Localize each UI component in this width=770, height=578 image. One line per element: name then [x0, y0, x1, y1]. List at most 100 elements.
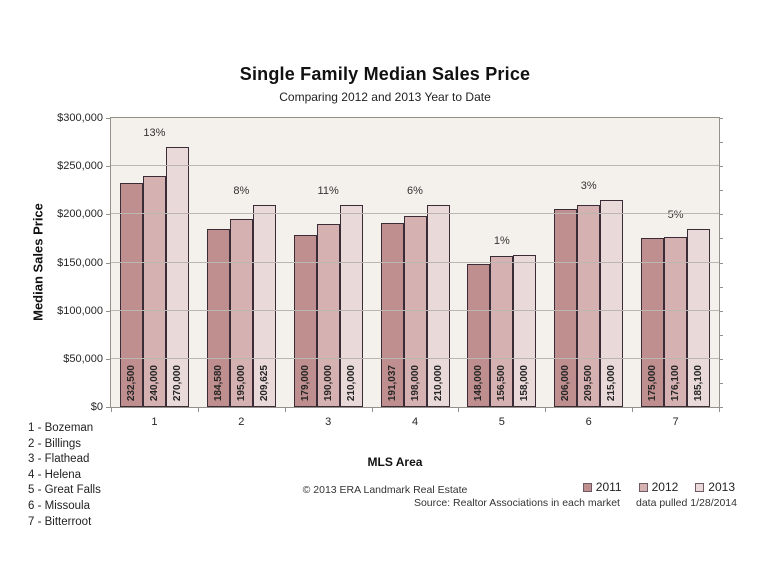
bar-2011-area-6: 206,000: [554, 208, 578, 407]
bar-value-text: 191,037: [386, 364, 398, 401]
data-pulled-text: data pulled 1/28/2014: [635, 497, 737, 509]
area-key-item: 5 - Great Falls: [28, 484, 101, 497]
bar-2012-area-5: 156,500: [490, 256, 514, 407]
bar-2013-area-2: 209,625: [252, 205, 276, 407]
bar-2011-area-1: 232,500: [119, 183, 143, 407]
bar-value-label: 158,000: [514, 365, 535, 401]
y-axis-minor-tick: [719, 142, 723, 144]
bar-2013-area-6: 215,000: [600, 199, 624, 407]
area-key-item: 1 - Bozeman: [28, 422, 94, 434]
legend-item-2012: 2012: [638, 480, 679, 494]
y-axis-tick: [106, 262, 111, 264]
pct-change-label: 6%: [407, 184, 423, 197]
y-axis-minor-tick: [719, 358, 723, 360]
x-axis-tick: [111, 407, 112, 412]
bar-group-2: 8% 184,580 195,000 209,625 2: [198, 118, 285, 428]
bar-2013-area-1: 270,000: [165, 146, 189, 407]
x-tick-label: 1: [151, 416, 158, 428]
bar-value-label: 206,000: [555, 365, 576, 401]
bar-value-text: 156,500: [496, 364, 508, 401]
y-tick-label: $200,000: [57, 208, 103, 221]
bar-value-text: 190,000: [322, 364, 334, 401]
copyright-text: © 2013 ERA Landmark Real Estate: [302, 484, 468, 496]
pct-change-label: 8%: [233, 185, 250, 198]
y-axis-minor-tick: [719, 382, 723, 384]
bar-value-label: 215,000: [601, 365, 622, 401]
bar-value-label: 209,500: [578, 365, 599, 401]
bar-value-label: 210,000: [341, 365, 362, 401]
legend-item-2011: 2011: [582, 480, 622, 494]
source-text: Source: Realtor Associations in each mar…: [413, 497, 620, 509]
legend-label-2013: 2013: [708, 480, 735, 494]
bar-value-label: 191,037: [382, 365, 403, 401]
bar-value-label: 240,000: [144, 365, 165, 401]
x-tick-label: 2: [238, 416, 245, 428]
x-tick-label: 7: [672, 416, 679, 428]
bar-value-text: 175,000: [647, 364, 659, 401]
area-key-item: 3 - Flathead: [28, 453, 90, 466]
x-axis-tick: [545, 407, 547, 412]
bar-value-text: 210,000: [432, 364, 444, 401]
y-axis-minor-tick: [719, 262, 723, 264]
area-key-item: 6 - Missoula: [28, 499, 90, 512]
y-axis-minor-tick: [719, 238, 723, 240]
bar-2012-area-3: 190,000: [316, 223, 340, 407]
y-axis-minor-tick: [719, 407, 723, 408]
bar-value-text: 198,000: [409, 364, 421, 401]
area-key-item: 4 - Helena: [28, 468, 82, 481]
bar-value-text: 240,000: [148, 364, 160, 401]
x-axis-tick: [284, 407, 286, 412]
y-tick-label: $100,000: [57, 304, 103, 317]
bar-value-text: 158,000: [519, 364, 531, 401]
y-axis-tick: [106, 118, 111, 119]
y-axis-tick: [106, 358, 111, 360]
bar-group-4: 6% 191,037 198,000 210,000 4: [372, 118, 459, 428]
pct-change-label: 11%: [317, 184, 339, 197]
y-axis-minor-tick: [719, 166, 723, 168]
bar-value-text: 184,580: [212, 364, 224, 401]
legend-swatch-2011: [582, 482, 592, 492]
bar-2012-area-6: 209,500: [577, 205, 601, 407]
y-axis-tick: [106, 214, 111, 216]
bar-value-label: 198,000: [405, 365, 426, 401]
chart-title: Single Family Median Sales Price: [239, 64, 531, 84]
bar-group-7: 5% 175,000 176,100 185,100 7: [632, 118, 719, 428]
gridline: [111, 213, 719, 215]
gridline: [111, 357, 719, 359]
gridline: [111, 165, 719, 167]
bar-value-label: 232,500: [121, 365, 142, 401]
bar-value-label: 190,000: [318, 365, 339, 401]
legend-label-2011: 2011: [595, 480, 622, 494]
bar-value-label: 195,000: [231, 365, 252, 401]
y-axis-minor-tick: [719, 190, 723, 192]
bar-2013-area-3: 210,000: [339, 204, 363, 407]
bar-value-label: 148,000: [468, 365, 489, 401]
bar-value-text: 179,000: [299, 364, 311, 401]
bar-value-text: 270,000: [171, 364, 183, 401]
bar-value-text: 195,000: [235, 364, 247, 401]
x-axis-tick: [371, 407, 373, 412]
bar-2012-area-2: 195,000: [229, 219, 253, 407]
bar-group-6: 3% 206,000 209,500 215,000 6: [545, 118, 632, 428]
legend-swatch-2013: [695, 482, 705, 492]
y-axis-tick: [106, 407, 111, 408]
x-axis-tick: [458, 407, 460, 412]
y-axis-minor-tick: [719, 214, 723, 216]
x-tick-label: 4: [411, 416, 419, 428]
bar-2012-area-4: 198,000: [403, 216, 427, 407]
y-tick-label: $250,000: [57, 160, 103, 173]
y-axis-tick: [106, 310, 111, 312]
bar-value-label: 179,000: [295, 365, 316, 401]
bar-2011-area-7: 175,000: [641, 238, 665, 407]
y-tick-label: $50,000: [63, 352, 103, 365]
x-axis-tick: [719, 407, 720, 412]
legend-label-2012: 2012: [651, 480, 679, 494]
x-tick-label: 3: [325, 416, 332, 428]
bar-2012-area-7: 176,100: [664, 237, 688, 407]
legend-swatch-2012: [638, 482, 648, 492]
bar-group-5: 1% 148,000 156,500 158,000 5: [458, 118, 545, 428]
y-tick-label: $0: [90, 401, 103, 413]
bar-groups: 13% 232,500 240,000 270,000 1 8% 184,580 195,00…: [111, 118, 719, 428]
bar-value-text: 232,500: [125, 364, 137, 401]
